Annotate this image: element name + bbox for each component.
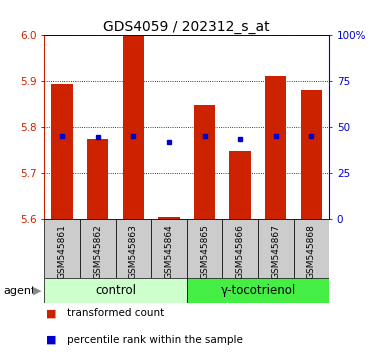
- Bar: [87, 139, 109, 219]
- Bar: [194, 105, 215, 219]
- Text: percentile rank within the sample: percentile rank within the sample: [67, 335, 243, 345]
- Bar: [258, 219, 294, 278]
- Bar: [293, 219, 329, 278]
- Text: GSM545861: GSM545861: [58, 224, 67, 279]
- Text: GSM545868: GSM545868: [307, 224, 316, 279]
- Text: GSM545865: GSM545865: [200, 224, 209, 279]
- Bar: [116, 219, 151, 278]
- Bar: [265, 76, 286, 219]
- Text: transformed count: transformed count: [67, 308, 165, 318]
- Bar: [187, 219, 223, 278]
- Text: ■: ■: [46, 308, 57, 318]
- Bar: [122, 36, 144, 219]
- Bar: [187, 278, 329, 303]
- Text: GSM545866: GSM545866: [236, 224, 244, 279]
- Bar: [44, 278, 187, 303]
- Text: agent: agent: [4, 286, 36, 296]
- Text: control: control: [95, 284, 136, 297]
- Title: GDS4059 / 202312_s_at: GDS4059 / 202312_s_at: [104, 21, 270, 34]
- Text: GSM545864: GSM545864: [164, 224, 173, 279]
- Bar: [80, 219, 116, 278]
- Text: GSM545862: GSM545862: [93, 224, 102, 279]
- Text: GSM545867: GSM545867: [271, 224, 280, 279]
- Text: ■: ■: [46, 335, 57, 345]
- Text: γ-tocotrienol: γ-tocotrienol: [220, 284, 296, 297]
- Bar: [229, 152, 251, 219]
- Bar: [223, 219, 258, 278]
- Bar: [158, 217, 179, 219]
- Bar: [151, 219, 187, 278]
- Text: GSM545863: GSM545863: [129, 224, 138, 279]
- Bar: [44, 219, 80, 278]
- Bar: [301, 90, 322, 219]
- Bar: [51, 84, 73, 219]
- Text: ▶: ▶: [33, 286, 41, 296]
